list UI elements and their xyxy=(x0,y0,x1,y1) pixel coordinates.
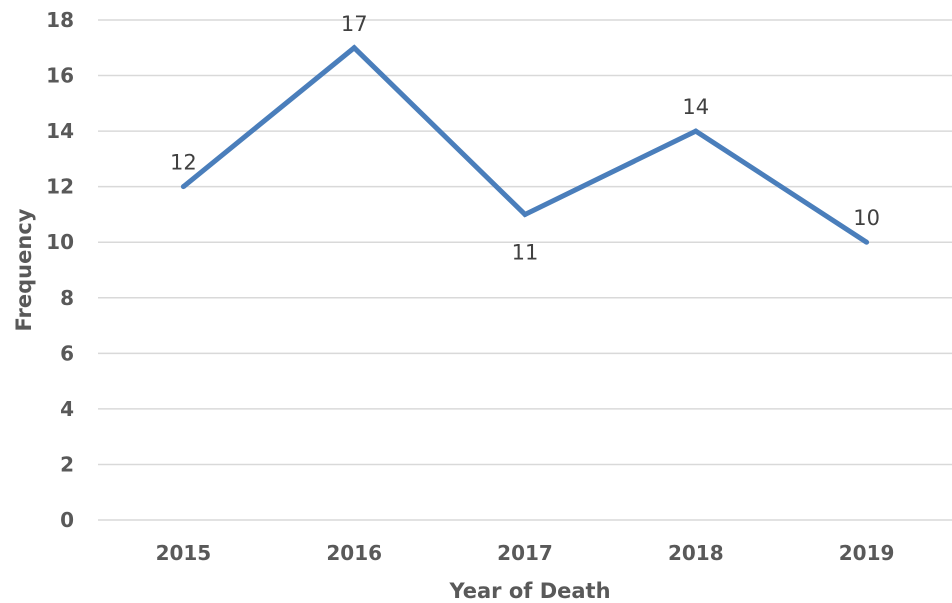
y-axis-title: Frequency xyxy=(12,208,36,331)
x-tick-label: 2016 xyxy=(326,541,382,565)
x-tick-label: 2017 xyxy=(497,541,553,565)
data-label: 12 xyxy=(170,151,197,175)
series-layer xyxy=(180,44,870,245)
data-point xyxy=(180,184,186,190)
data-label: 10 xyxy=(853,206,880,230)
data-labels: 12 17 11 14 10 xyxy=(170,12,880,265)
y-tick-label: 16 xyxy=(46,64,74,88)
data-label: 14 xyxy=(682,95,709,119)
data-point xyxy=(864,239,870,245)
data-point xyxy=(693,128,699,134)
x-tick-label: 2018 xyxy=(668,541,724,565)
y-tick-label: 6 xyxy=(60,341,74,365)
x-axis-title: Year of Death xyxy=(448,579,610,603)
data-label: 17 xyxy=(341,12,368,36)
y-tick-label: 14 xyxy=(46,119,74,143)
y-tick-label: 18 xyxy=(46,8,74,32)
y-tick-label: 8 xyxy=(60,286,74,310)
x-axis-ticks: 2015 2016 2017 2018 2019 xyxy=(156,541,895,565)
grid-lines xyxy=(98,19,952,521)
y-tick-label: 2 xyxy=(60,452,74,476)
y-tick-label: 0 xyxy=(60,508,74,532)
data-point xyxy=(522,211,528,217)
y-axis-ticks: 0 2 4 6 8 10 12 14 16 18 xyxy=(46,8,74,532)
y-tick-label: 10 xyxy=(46,230,74,254)
y-tick-label: 12 xyxy=(46,175,74,199)
x-tick-label: 2019 xyxy=(839,541,895,565)
data-label: 11 xyxy=(512,240,539,264)
x-tick-label: 2015 xyxy=(156,541,212,565)
y-tick-label: 4 xyxy=(60,397,74,421)
data-point xyxy=(351,45,357,51)
